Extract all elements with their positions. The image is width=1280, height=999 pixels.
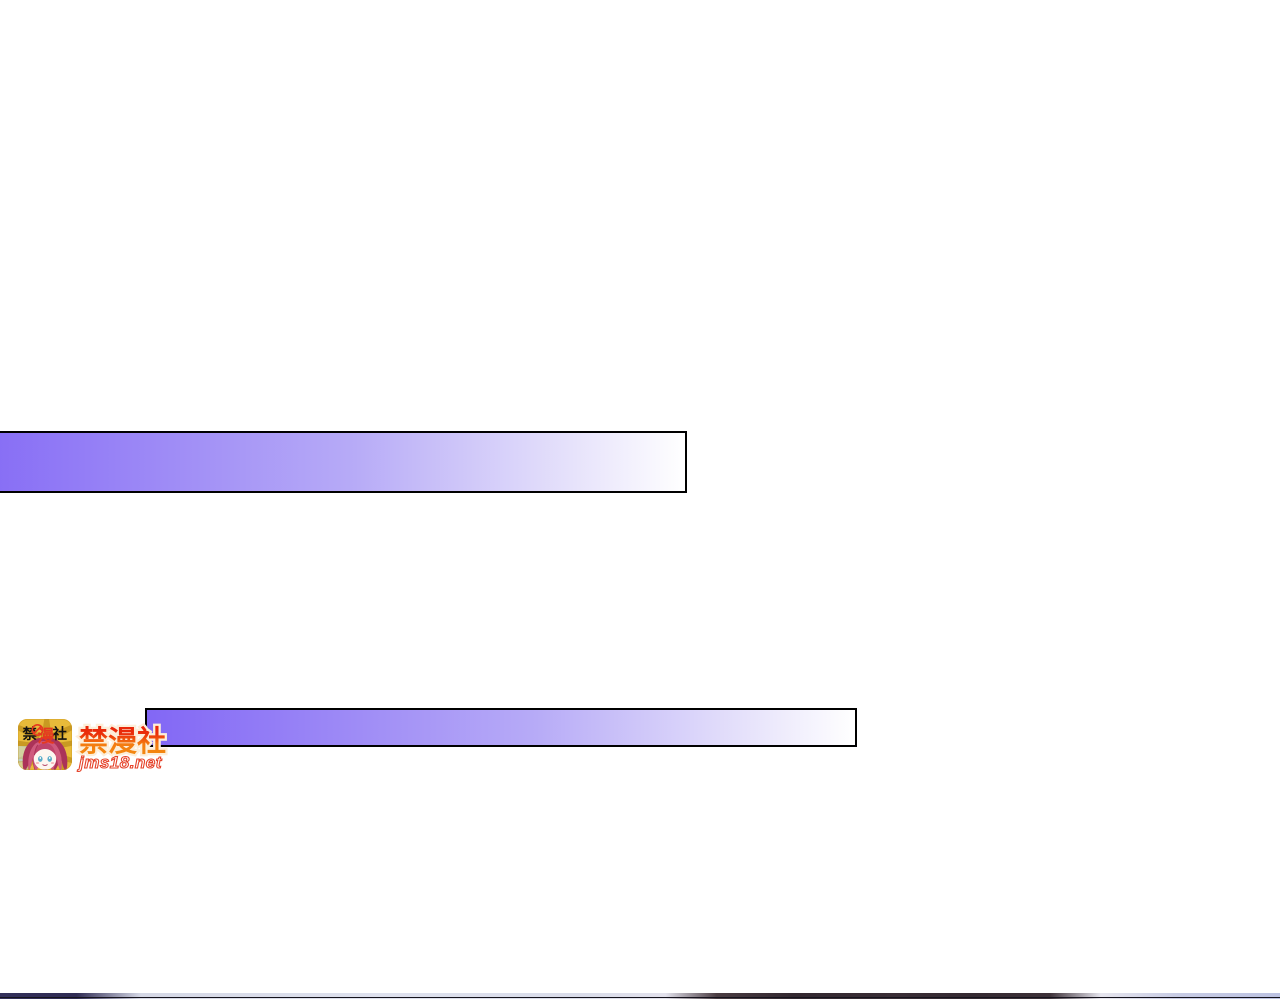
svg-text:漫: 漫 xyxy=(38,726,56,746)
